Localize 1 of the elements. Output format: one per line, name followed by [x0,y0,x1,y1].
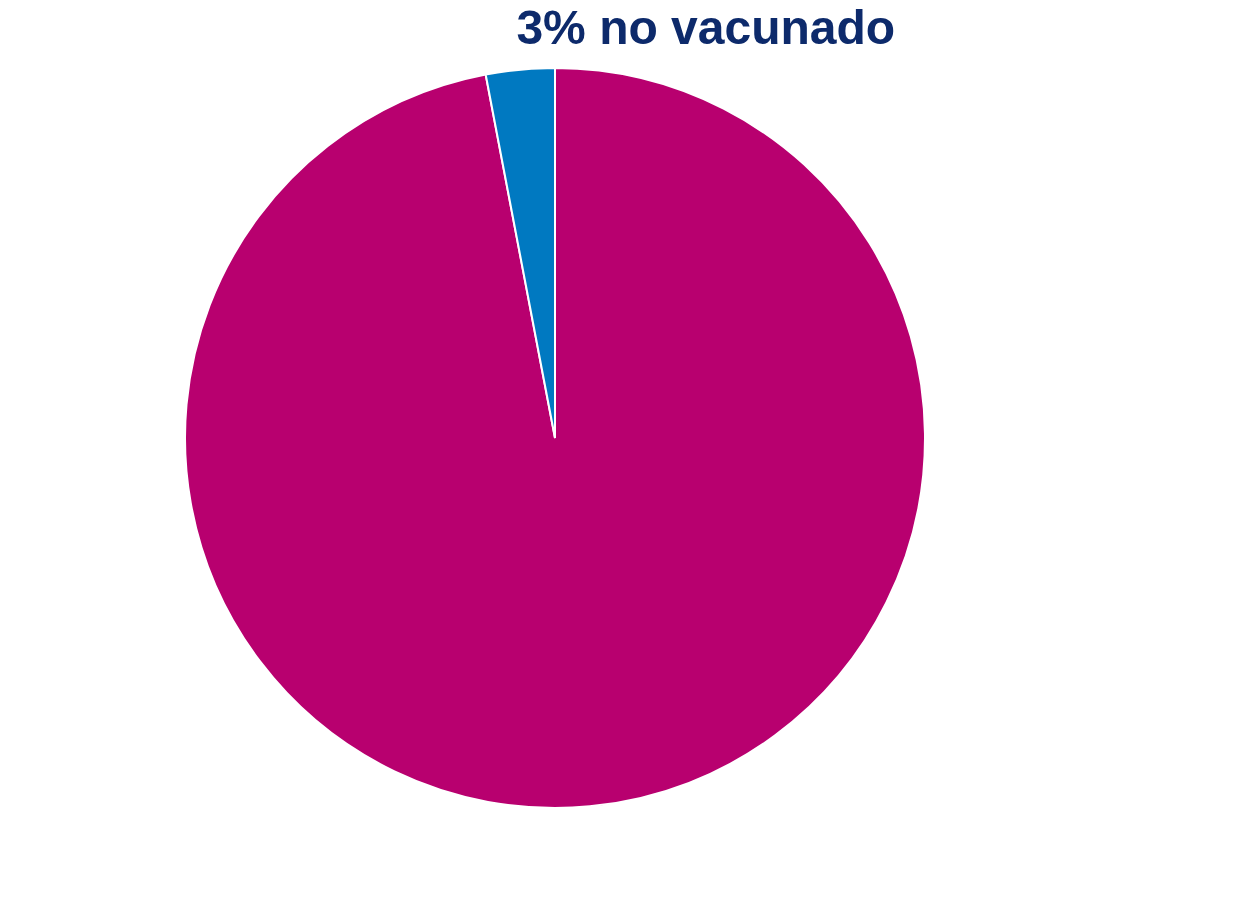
slice-label: 3% no vacunado [516,0,896,54]
